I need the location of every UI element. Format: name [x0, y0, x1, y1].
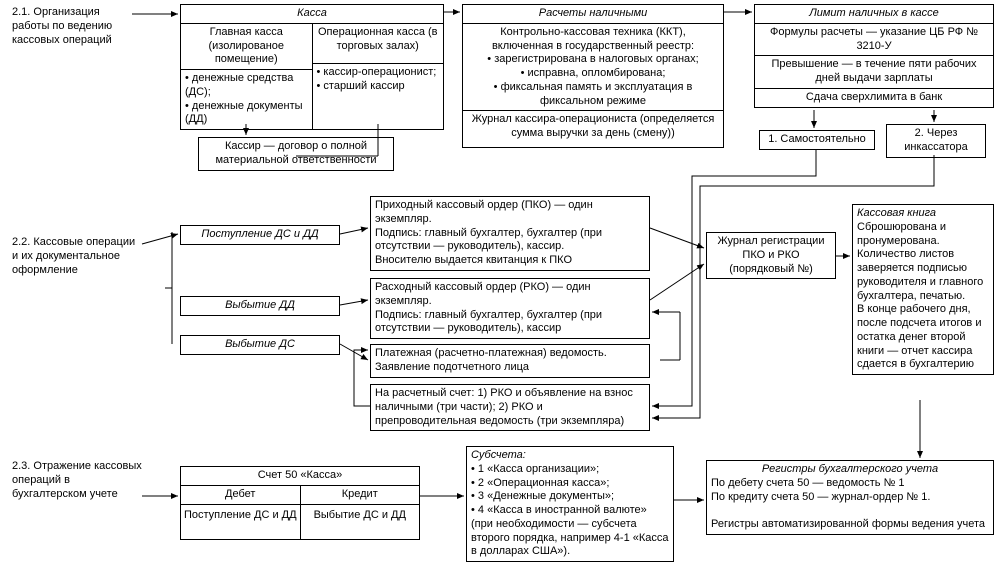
subaccounts-block: Субсчета: • 1 «Касса организации»; • 2 «…	[466, 446, 674, 562]
kassa-book: Кассовая книга Сброшюрована и пронумеров…	[852, 204, 994, 375]
flow-out-dd: Выбытие ДД	[180, 296, 340, 316]
kassa-book-body: Сброшюрована и пронумерована. Количество…	[857, 221, 989, 372]
flow-out-ds: Выбытие ДС	[180, 335, 340, 355]
doc-rko: Расходный кассовый ордер (РКО) — один эк…	[370, 278, 650, 339]
doc-vedomost: Платежная (расчетно-платежная) ведомость…	[370, 344, 650, 378]
kassir-contract: Кассир — договор о полной материальной о…	[198, 137, 394, 171]
registers-title: Регистры бухгалтерского учета	[711, 463, 989, 477]
kassa-main-title: Главная касса (изолированое помещение)	[181, 24, 312, 70]
flow-in: Поступление ДС и ДД	[180, 225, 340, 245]
kassa-header: Касса	[181, 5, 443, 24]
acct50-block: Счет 50 «Касса» Дебет Поступление ДС и Д…	[180, 466, 420, 540]
registers-block: Регистры бухгалтерского учета По дебету …	[706, 460, 994, 535]
acct50-credit-hdr: Кредит	[301, 486, 420, 505]
kkt-text: Контрольно-кассовая техника (ККТ), включ…	[463, 24, 723, 112]
limit-exceed: Превышение — в течение пяти рабочих дней…	[755, 56, 993, 89]
kassir-journal: Журнал кассира-операциониста (определяет…	[463, 111, 723, 147]
cash-settlements-header: Расчеты наличными	[463, 5, 723, 24]
acct50-header: Счет 50 «Касса»	[181, 467, 419, 486]
acct50-debit-hdr: Дебет	[181, 486, 300, 505]
kassa-oper-title: Операционная касса (в торговых залах)	[313, 24, 444, 64]
limit-header: Лимит наличных в кассе	[755, 5, 993, 24]
acct50-credit: Выбытие ДС и ДД	[301, 505, 420, 539]
limit-deposit: Сдача сверхлимита в банк	[755, 89, 993, 107]
limit-block: Лимит наличных в кассе Формулы расчеты —…	[754, 4, 994, 108]
cash-settlements-block: Расчеты наличными Контрольно-кассовая те…	[462, 4, 724, 148]
section-2-2-label: 2.2. Кассовые операции и их документальн…	[12, 236, 142, 277]
registers-body: По дебету счета 50 — ведомость № 1 По кр…	[711, 477, 989, 532]
kassa-block: Касса Главная касса (изолированое помеще…	[180, 4, 444, 130]
acct50-debit: Поступление ДС и ДД	[181, 505, 300, 539]
kassa-book-title: Кассовая книга	[857, 207, 989, 221]
limit-opt-1: 1. Самостоятельно	[759, 130, 875, 150]
doc-pko: Приходный кассовый ордер (ПКО) — один эк…	[370, 196, 650, 271]
limit-opt-2: 2. Через инкассатора	[886, 124, 986, 158]
journal-reg: Журнал регистрации ПКО и РКО (порядковый…	[706, 232, 836, 279]
subaccounts-body: • 1 «Касса организации»; • 2 «Операционн…	[471, 463, 669, 559]
kassa-oper-items: • кассир-операционист; • старший кассир	[313, 64, 444, 116]
section-2-3-label: 2.3. Отражение кассовых операций в бухга…	[12, 460, 142, 501]
doc-bank: На расчетный счет: 1) РКО и объявление н…	[370, 384, 650, 431]
limit-formula: Формулы расчеты — указание ЦБ РФ № 3210-…	[755, 24, 993, 57]
section-2-1-label: 2.1. Организация работы по ведению кассо…	[12, 6, 132, 47]
kassa-main-items: • денежные средства (ДС); • денежные док…	[181, 70, 312, 129]
subaccounts-title: Субсчета:	[471, 449, 669, 463]
